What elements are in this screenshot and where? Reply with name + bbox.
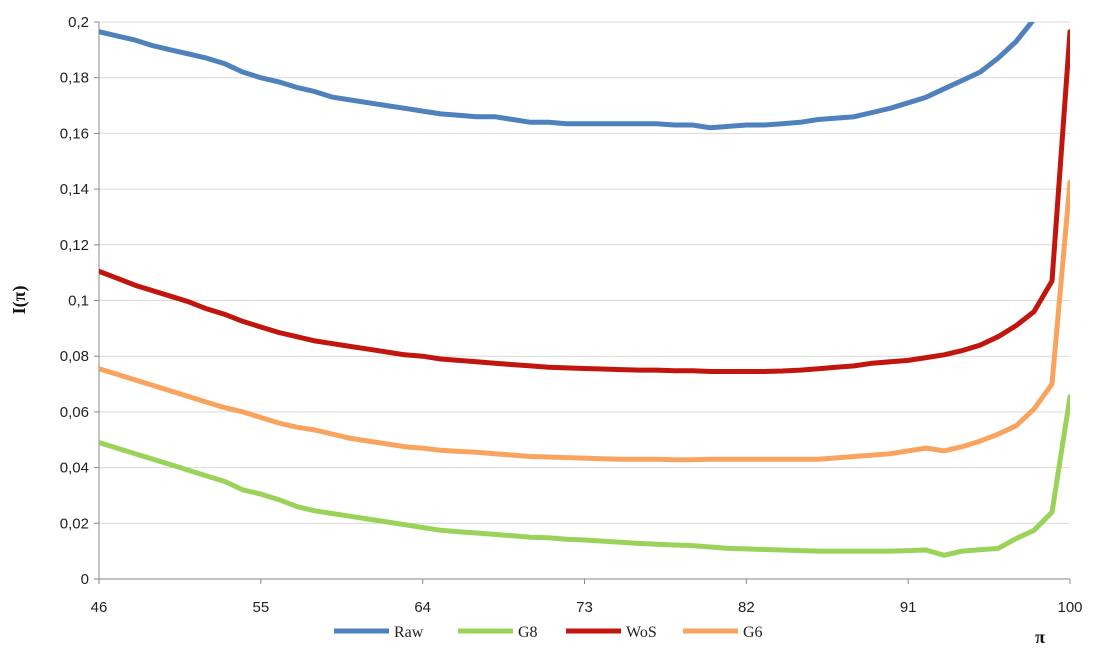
legend: Raw G8 WoS G6 [334, 624, 763, 641]
tick-labels: 0 0,02 0,04 0,06 0,08 0,1 0,12 0,14 0,16 0,18 0,2 4… [60, 14, 1083, 616]
legend-label-g8: G8 [518, 624, 538, 641]
x-tick-label: 64 [414, 599, 431, 616]
x-tick-label: 73 [576, 599, 593, 616]
y-tick-label: 0,2 [68, 14, 89, 31]
x-tick-label: 46 [91, 599, 108, 616]
x-axis-title: π [1035, 627, 1045, 647]
legend-label-g6: G6 [743, 624, 763, 641]
legend-label-raw: Raw [394, 624, 424, 641]
axes [94, 21, 1071, 584]
series-clip-group [99, 22, 1070, 558]
y-tick-label: 0,02 [60, 515, 89, 532]
series-line-g6 [99, 179, 1070, 463]
x-tick-label: 82 [738, 599, 755, 616]
series-line-wos [99, 29, 1070, 374]
y-tick-label: 0,06 [60, 404, 89, 421]
series-line-raw [99, 22, 1035, 131]
x-tick-label: 55 [252, 599, 269, 616]
series-lines [99, 22, 1070, 558]
y-axis-title: I(π) [9, 286, 30, 315]
x-tick-label: 100 [1057, 599, 1082, 616]
y-tick-label: 0,18 [60, 70, 89, 87]
y-tick-label: 0,04 [60, 460, 89, 477]
y-tick-label: 0,08 [60, 348, 89, 365]
y-tick-label: 0,14 [60, 181, 89, 198]
series-line-g8 [99, 394, 1070, 558]
legend-label-wos: WoS [626, 624, 657, 641]
grid-lines [99, 21, 1070, 524]
y-tick-label: 0,16 [60, 125, 89, 142]
y-tick-label: 0,12 [60, 237, 89, 254]
y-tick-label: 0 [81, 571, 89, 588]
y-tick-label: 0,1 [68, 293, 89, 310]
x-tick-label: 91 [900, 599, 917, 616]
